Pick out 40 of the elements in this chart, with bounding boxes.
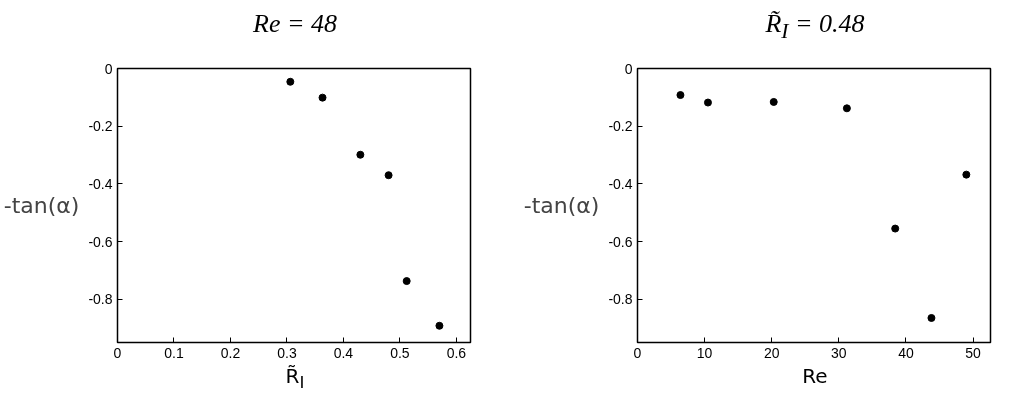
- x-tick-label: 10: [696, 344, 713, 361]
- point: [286, 77, 295, 86]
- point: [962, 170, 971, 179]
- point: [402, 277, 411, 286]
- y-tick-label: 0: [624, 60, 633, 77]
- y-tick-label: -0.4: [88, 175, 113, 192]
- x-tick-label: 0.3: [277, 344, 297, 361]
- y-tick-label: 0: [104, 60, 113, 77]
- point: [318, 93, 327, 102]
- chart-title: Re = 48: [252, 8, 338, 40]
- x-tick-label: 0.4: [333, 344, 354, 361]
- y-axis-title: -tan(α): [3, 193, 80, 218]
- y-tick-label: -0.2: [608, 118, 633, 135]
- y-axis-title: -tan(α): [523, 193, 600, 218]
- x-tick-label: 20: [763, 344, 780, 361]
- x-tick-label: 0.6: [446, 344, 467, 361]
- point: [927, 313, 936, 322]
- x-tick-label: 50: [965, 344, 982, 361]
- point: [891, 224, 900, 233]
- chart-title: R̃$_{I}$ = 0.48: [764, 8, 866, 46]
- x-tick-label: 0.5: [390, 344, 410, 361]
- point: [435, 321, 444, 330]
- y-tick-label: -0.8: [88, 291, 113, 308]
- point: [769, 97, 778, 106]
- y-tick-label: -0.8: [608, 291, 633, 308]
- x-tick-label: 0.2: [220, 344, 241, 361]
- x-axis-title: R̃$_{I}$: [284, 364, 306, 394]
- x-tick-label: 0.1: [164, 344, 184, 361]
- point: [384, 171, 393, 180]
- point: [842, 104, 851, 113]
- x-axis-title: Re: [801, 364, 829, 388]
- y-tick-label: -0.2: [88, 118, 113, 135]
- y-tick-label: -0.6: [88, 233, 113, 250]
- x-tick-label: 40: [898, 344, 914, 361]
- point: [676, 91, 685, 100]
- y-tick-label: -0.6: [608, 233, 633, 250]
- x-tick-label: 30: [831, 344, 847, 361]
- y-tick-label: -0.4: [608, 175, 633, 192]
- point: [356, 150, 365, 159]
- point: [703, 98, 712, 107]
